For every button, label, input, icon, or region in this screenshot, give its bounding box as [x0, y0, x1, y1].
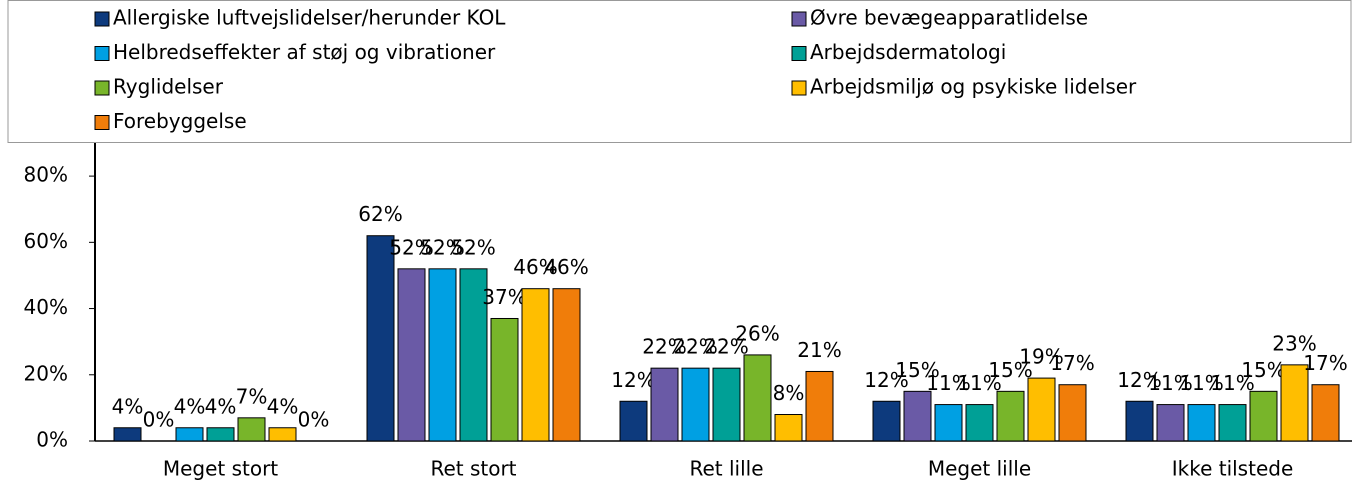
bar [996, 390, 1025, 442]
value-label: 15% [895, 358, 939, 382]
value-label: 12% [1117, 368, 1161, 392]
value-label: 17% [1050, 351, 1094, 375]
value-label: 11% [957, 371, 1001, 395]
legend-swatch [791, 11, 807, 27]
value-label: 46% [513, 255, 557, 279]
value-label: 4% [174, 394, 206, 418]
bar [1125, 400, 1154, 442]
legend-swatch [94, 80, 110, 96]
value-label: 12% [611, 368, 655, 392]
bar [397, 268, 426, 442]
legend-swatch [791, 46, 807, 61]
value-label: 22% [642, 335, 686, 359]
bar [113, 427, 142, 442]
value-label: 19% [1019, 345, 1063, 369]
bar [237, 417, 266, 442]
value-label: 46% [544, 255, 588, 279]
legend-label: Helbredseffekter af støj og vibrationer [113, 40, 496, 64]
bar [619, 400, 648, 442]
value-label: 11% [1210, 371, 1254, 395]
y-tick-label: 40% [24, 295, 68, 319]
bar [681, 367, 710, 442]
value-label: 37% [482, 285, 526, 309]
bar [1058, 384, 1087, 442]
value-label: 8% [773, 381, 805, 405]
legend-label: Øvre bevægeapparatlidelse [810, 6, 1088, 30]
bar [1027, 377, 1056, 442]
value-label: 52% [420, 235, 464, 259]
value-label: 4% [267, 394, 299, 418]
value-label: 23% [1272, 331, 1316, 355]
bar [650, 367, 679, 442]
value-label: 62% [358, 202, 402, 226]
value-label: 52% [389, 235, 433, 259]
value-label: 11% [1179, 371, 1223, 395]
bar [206, 427, 235, 442]
value-label: 17% [1303, 351, 1347, 375]
value-label: 52% [451, 235, 495, 259]
legend-swatch [94, 11, 110, 27]
bar [934, 404, 963, 442]
y-tick-label: 0% [36, 428, 68, 452]
x-tick-label: Meget stort [163, 457, 278, 481]
value-label: 22% [704, 335, 748, 359]
bar [175, 427, 204, 442]
bar [903, 390, 932, 442]
bar [743, 354, 772, 442]
value-label: 4% [112, 394, 144, 418]
bar [1311, 384, 1340, 442]
x-tick-label: Ret lille [689, 457, 763, 481]
value-label: 7% [236, 384, 268, 408]
legend-label: Allergiske luftvejslidelser/herunder KOL [113, 6, 506, 30]
legend-swatch [94, 46, 110, 61]
value-label: 15% [988, 358, 1032, 382]
x-tick-label: Ikke tilstede [1172, 457, 1294, 481]
bar [552, 288, 581, 442]
legend-label: Arbejdsmiljø og psykiske lidelser [810, 75, 1137, 99]
bar [490, 317, 519, 442]
bar [712, 367, 741, 442]
bar [459, 268, 488, 442]
bar [1249, 390, 1278, 442]
value-label: 0% [298, 408, 330, 432]
bar [428, 268, 457, 442]
bar [1156, 404, 1185, 442]
y-tick-label: 60% [24, 229, 68, 253]
bar [268, 427, 297, 442]
bar [872, 400, 901, 442]
value-label: 26% [735, 321, 779, 345]
x-tick-label: Ret stort [430, 457, 516, 481]
value-label: 15% [1241, 358, 1285, 382]
legend-label: Forebyggelse [113, 109, 247, 133]
bar [1187, 404, 1216, 442]
bar [774, 414, 803, 442]
legend-box [7, 0, 1352, 143]
value-label: 12% [864, 368, 908, 392]
bar [366, 235, 395, 442]
value-label: 11% [1148, 371, 1192, 395]
y-tick-label: 80% [24, 163, 68, 187]
legend-swatch [94, 115, 110, 130]
bar [965, 404, 994, 442]
value-label: 21% [797, 338, 841, 362]
value-label: 11% [926, 371, 970, 395]
y-tick-label: 20% [24, 361, 68, 385]
bar [1218, 404, 1247, 442]
bar [805, 370, 834, 442]
value-label: 22% [673, 335, 717, 359]
bar [1280, 364, 1309, 442]
legend-label: Arbejdsdermatologi [810, 40, 1006, 64]
value-label: 4% [205, 394, 237, 418]
legend-swatch [791, 80, 807, 96]
bar [521, 288, 550, 442]
x-tick-label: Meget lille [928, 457, 1031, 481]
value-label: 0% [143, 408, 175, 432]
legend-label: Ryglidelser [113, 75, 224, 99]
